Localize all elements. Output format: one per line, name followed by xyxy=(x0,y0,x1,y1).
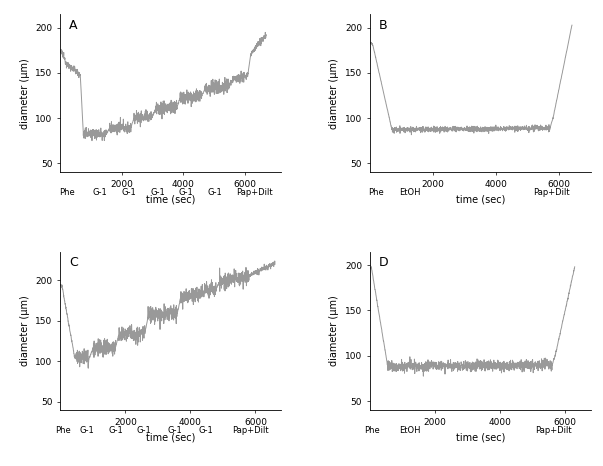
Y-axis label: diameter (μm): diameter (μm) xyxy=(20,295,30,366)
Text: G-1: G-1 xyxy=(80,426,94,435)
Text: EtOH: EtOH xyxy=(399,426,420,435)
Text: G-1: G-1 xyxy=(179,188,194,197)
Text: G-1: G-1 xyxy=(137,426,152,435)
Text: G-1: G-1 xyxy=(207,188,223,197)
Y-axis label: diameter (μm): diameter (μm) xyxy=(329,295,339,366)
Text: D: D xyxy=(379,256,388,269)
Text: B: B xyxy=(379,19,387,32)
Text: Pap+Dilt: Pap+Dilt xyxy=(535,426,572,435)
X-axis label: time (sec): time (sec) xyxy=(146,195,195,205)
Y-axis label: diameter (μm): diameter (μm) xyxy=(329,58,339,129)
Text: A: A xyxy=(69,19,78,32)
Text: G-1: G-1 xyxy=(93,188,107,197)
X-axis label: time (sec): time (sec) xyxy=(456,195,505,205)
Text: Phe: Phe xyxy=(55,426,71,435)
Text: G-1: G-1 xyxy=(168,426,183,435)
Text: Phe: Phe xyxy=(59,188,75,197)
Text: G-1: G-1 xyxy=(108,426,123,435)
X-axis label: time (sec): time (sec) xyxy=(456,432,505,442)
X-axis label: time (sec): time (sec) xyxy=(146,432,195,442)
Text: Pap+Dilt: Pap+Dilt xyxy=(232,426,269,435)
Text: Pap+Dilt: Pap+Dilt xyxy=(533,188,569,197)
Text: G-1: G-1 xyxy=(150,188,165,197)
Text: Phe: Phe xyxy=(364,426,380,435)
Y-axis label: diameter (μm): diameter (μm) xyxy=(20,58,30,129)
Text: C: C xyxy=(69,256,78,269)
Text: EtOH: EtOH xyxy=(399,188,420,197)
Text: Phe: Phe xyxy=(368,188,384,197)
Text: G-1: G-1 xyxy=(121,188,136,197)
Text: Pap+Dilt: Pap+Dilt xyxy=(236,188,273,197)
Text: G-1: G-1 xyxy=(199,426,213,435)
